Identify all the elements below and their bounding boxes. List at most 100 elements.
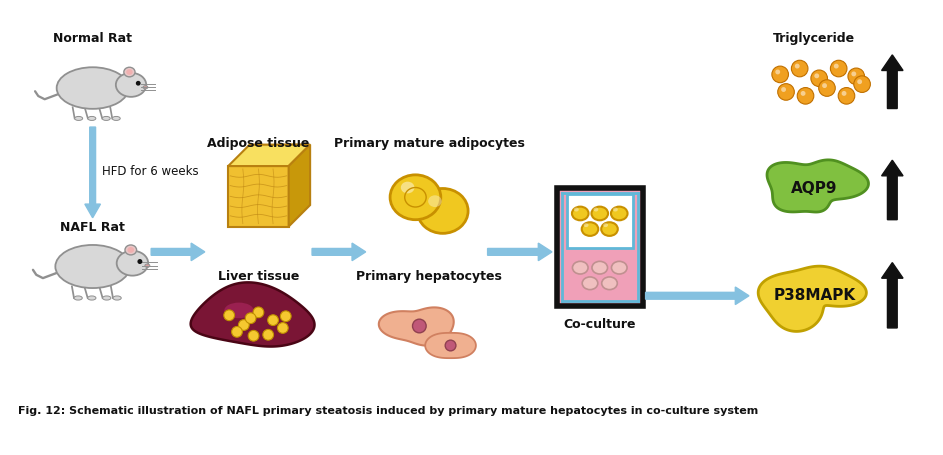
- Circle shape: [239, 320, 249, 330]
- Circle shape: [852, 71, 856, 76]
- Circle shape: [811, 70, 827, 86]
- Text: P38MAPK: P38MAPK: [773, 288, 855, 303]
- Circle shape: [781, 87, 786, 92]
- FancyArrow shape: [85, 127, 101, 218]
- Ellipse shape: [428, 195, 441, 207]
- Ellipse shape: [572, 261, 588, 274]
- Circle shape: [248, 330, 259, 341]
- Ellipse shape: [88, 116, 96, 121]
- Circle shape: [841, 91, 847, 96]
- Circle shape: [775, 70, 780, 74]
- Ellipse shape: [116, 73, 146, 97]
- Circle shape: [772, 66, 788, 83]
- Circle shape: [819, 80, 835, 96]
- Text: Adipose tissue: Adipose tissue: [207, 137, 309, 151]
- Circle shape: [138, 259, 142, 264]
- Polygon shape: [767, 160, 869, 212]
- Ellipse shape: [74, 116, 83, 121]
- Circle shape: [232, 327, 242, 337]
- Ellipse shape: [102, 116, 110, 121]
- Circle shape: [136, 81, 141, 86]
- FancyArrow shape: [646, 287, 749, 304]
- Text: Primary mature adipocytes: Primary mature adipocytes: [334, 137, 524, 151]
- Text: Fig. 12: Schematic illustration of NAFL primary steatosis induced by primary mat: Fig. 12: Schematic illustration of NAFL …: [18, 406, 758, 416]
- Text: Primary hepatocytes: Primary hepatocytes: [356, 270, 502, 283]
- FancyArrow shape: [882, 263, 903, 328]
- Ellipse shape: [574, 207, 579, 212]
- Text: NAFL Rat: NAFL Rat: [60, 221, 125, 234]
- Circle shape: [791, 60, 808, 77]
- Circle shape: [831, 60, 847, 77]
- Circle shape: [797, 87, 814, 104]
- Circle shape: [223, 310, 235, 321]
- Ellipse shape: [124, 67, 135, 77]
- Circle shape: [268, 315, 278, 325]
- FancyArrow shape: [488, 243, 552, 261]
- Ellipse shape: [74, 296, 82, 300]
- Ellipse shape: [127, 247, 134, 253]
- Circle shape: [412, 319, 426, 333]
- Text: Liver tissue: Liver tissue: [218, 270, 299, 283]
- Text: AQP9: AQP9: [791, 181, 837, 196]
- Ellipse shape: [582, 277, 598, 290]
- Circle shape: [263, 329, 273, 340]
- Circle shape: [253, 307, 264, 318]
- Ellipse shape: [582, 222, 598, 236]
- Circle shape: [245, 313, 256, 324]
- Ellipse shape: [611, 207, 627, 220]
- Ellipse shape: [611, 261, 627, 274]
- FancyArrow shape: [882, 55, 903, 109]
- Ellipse shape: [224, 303, 254, 318]
- Ellipse shape: [418, 188, 468, 233]
- Circle shape: [838, 87, 854, 104]
- Ellipse shape: [113, 296, 122, 300]
- Ellipse shape: [117, 251, 148, 276]
- Ellipse shape: [126, 69, 133, 75]
- Ellipse shape: [572, 207, 588, 220]
- Ellipse shape: [57, 67, 128, 109]
- Circle shape: [801, 91, 805, 96]
- Ellipse shape: [593, 207, 598, 212]
- Polygon shape: [758, 266, 867, 331]
- Circle shape: [795, 64, 800, 69]
- Ellipse shape: [602, 222, 618, 236]
- Ellipse shape: [401, 182, 415, 193]
- FancyArrow shape: [151, 243, 205, 261]
- Polygon shape: [379, 308, 454, 346]
- Circle shape: [857, 79, 862, 84]
- Ellipse shape: [591, 207, 608, 220]
- Ellipse shape: [613, 207, 618, 212]
- FancyBboxPatch shape: [557, 188, 643, 305]
- Polygon shape: [228, 145, 310, 166]
- Ellipse shape: [143, 86, 148, 89]
- Polygon shape: [228, 166, 289, 227]
- Circle shape: [445, 340, 455, 351]
- Text: Co-culture: Co-culture: [564, 318, 636, 331]
- Circle shape: [280, 311, 291, 322]
- Ellipse shape: [602, 277, 618, 290]
- Circle shape: [853, 76, 870, 92]
- Ellipse shape: [56, 245, 130, 288]
- FancyBboxPatch shape: [567, 194, 633, 248]
- Circle shape: [822, 83, 827, 88]
- Ellipse shape: [125, 245, 137, 255]
- Circle shape: [815, 73, 819, 78]
- Ellipse shape: [112, 116, 121, 121]
- Ellipse shape: [88, 296, 96, 300]
- Text: Triglyceride: Triglyceride: [773, 32, 855, 46]
- Text: HFD for 6 weeks: HFD for 6 weeks: [103, 166, 199, 178]
- Ellipse shape: [103, 296, 111, 300]
- FancyArrow shape: [882, 160, 903, 220]
- Polygon shape: [289, 145, 310, 227]
- Circle shape: [277, 323, 289, 334]
- Ellipse shape: [390, 175, 440, 220]
- Circle shape: [848, 68, 865, 85]
- Ellipse shape: [604, 223, 608, 227]
- Circle shape: [778, 84, 794, 100]
- Polygon shape: [425, 333, 476, 358]
- FancyArrow shape: [312, 243, 366, 261]
- Polygon shape: [190, 283, 315, 347]
- Ellipse shape: [584, 223, 588, 227]
- Ellipse shape: [592, 261, 607, 274]
- Text: Normal Rat: Normal Rat: [53, 32, 132, 46]
